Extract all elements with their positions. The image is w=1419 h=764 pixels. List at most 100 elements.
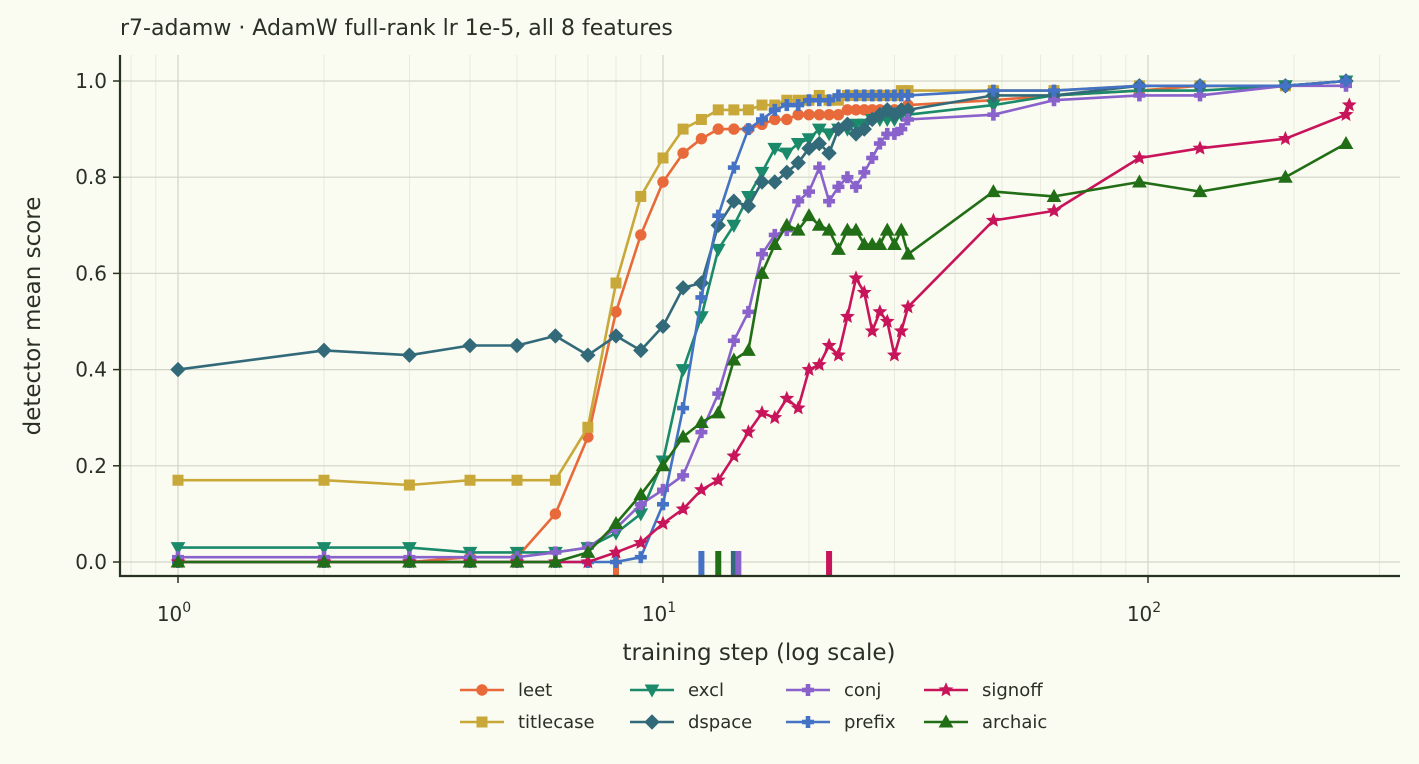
data-point-conj [987, 108, 1000, 121]
legend-swatch-archaic [924, 714, 968, 728]
legend-marker-signoff [938, 682, 954, 697]
data-point-archaic [509, 554, 525, 568]
data-point-prefix [780, 99, 793, 112]
data-point-leet [712, 123, 724, 135]
data-point-excl [170, 542, 186, 556]
data-point-prefix [657, 498, 669, 511]
data-point-signoff [1338, 106, 1354, 121]
data-point-signoff [675, 501, 691, 516]
data-point-archaic [170, 554, 186, 568]
data-point-dspace [462, 337, 478, 354]
chart-title: r7-adamw · AdamW full-rank lr 1e-5, all … [120, 16, 673, 41]
data-point-conj [755, 248, 768, 261]
data-point-archaic [790, 222, 806, 236]
data-point-archaic [848, 222, 864, 236]
data-point-conj [792, 195, 805, 208]
legend-label: signoff [982, 679, 1043, 701]
x-tick-label: 101 [642, 600, 676, 626]
legend-marker-titlecase [476, 716, 488, 728]
data-point-signoff [655, 515, 671, 530]
data-point-leet [813, 108, 825, 121]
data-point-prefix [802, 94, 815, 107]
data-point-prefix [755, 113, 768, 126]
data-point-conj [813, 161, 826, 174]
data-point-dspace [811, 135, 827, 152]
legend-label: archaic [982, 711, 1048, 733]
legend-item-conj: conj [786, 678, 924, 702]
data-point-archaic [893, 222, 909, 236]
data-point-titlecase [677, 123, 689, 135]
data-point-conj [873, 137, 886, 150]
y-axis-label: detector mean score [20, 197, 46, 436]
data-point-dspace [633, 342, 649, 359]
data-point-archaic [821, 222, 837, 236]
y-tick-label: 0.0 [75, 550, 107, 574]
data-point-signoff [848, 270, 864, 285]
data-point-prefix [881, 89, 894, 102]
data-point-titlecase [756, 99, 768, 111]
data-point-archaic [655, 458, 671, 472]
data-point-conj [888, 127, 901, 140]
data-point-leet [728, 123, 740, 135]
data-point-prefix [677, 402, 690, 415]
data-point-signoff [1192, 140, 1208, 155]
legend-swatch-excl [630, 684, 674, 698]
data-point-titlecase [657, 152, 669, 164]
data-point-conj [695, 426, 708, 439]
data-point-prefix [609, 556, 622, 568]
legend-swatch-leet [460, 684, 504, 696]
data-point-prefix [858, 89, 871, 102]
data-point-signoff [839, 308, 855, 323]
data-point-signoff [767, 409, 783, 425]
data-point-excl [790, 138, 806, 152]
data-point-prefix [1133, 79, 1146, 92]
data-point-conj [742, 305, 755, 318]
legend-label: excl [688, 679, 724, 701]
data-point-titlecase [582, 421, 594, 433]
data-point-titlecase [549, 474, 561, 486]
data-point-signoff [872, 304, 888, 319]
data-point-conj [802, 185, 815, 198]
data-point-conj [1133, 89, 1146, 102]
data-point-prefix [813, 94, 826, 107]
legend-item-archaic: archaic [924, 710, 1074, 734]
data-point-excl [767, 142, 783, 156]
data-point-conj [657, 483, 669, 496]
data-point-excl [821, 128, 837, 142]
data-point-dspace [655, 318, 671, 335]
data-point-signoff [864, 323, 880, 338]
series-leet [172, 75, 1352, 568]
data-point-prefix [1279, 79, 1292, 92]
data-point-prefix [768, 103, 781, 116]
data-point-excl [316, 542, 332, 556]
legend-label: leet [518, 679, 553, 701]
data-point-archaic [741, 342, 756, 356]
data-point-signoff [693, 482, 709, 497]
data-point-prefix [888, 89, 901, 102]
data-point-titlecase [695, 113, 707, 125]
data-point-signoff [1131, 150, 1147, 165]
legend-item-leet: leet [460, 678, 630, 702]
legend-item-titlecase: titlecase [460, 710, 630, 734]
legend-swatch-dspace [630, 714, 674, 730]
series-lines [170, 73, 1357, 569]
data-point-signoff [856, 284, 872, 299]
data-point-archaic [1192, 184, 1208, 198]
series-archaic [170, 136, 1354, 568]
data-point-conj [712, 387, 725, 400]
data-point-leet [832, 108, 845, 121]
data-point-archaic [887, 237, 902, 251]
threshold-tick-conj [735, 551, 742, 576]
data-point-titlecase [635, 190, 647, 202]
threshold-tick-archaic [715, 551, 722, 576]
data-point-archaic [462, 554, 478, 568]
data-point-archaic [608, 516, 624, 530]
data-point-signoff [726, 448, 742, 463]
x-axis-label: training step (log scale) [622, 640, 895, 666]
data-point-prefix [901, 89, 914, 102]
data-point-dspace [675, 280, 691, 296]
y-tick-label: 1.0 [75, 69, 107, 93]
data-point-prefix [987, 84, 1000, 97]
threshold-markers [612, 551, 833, 576]
